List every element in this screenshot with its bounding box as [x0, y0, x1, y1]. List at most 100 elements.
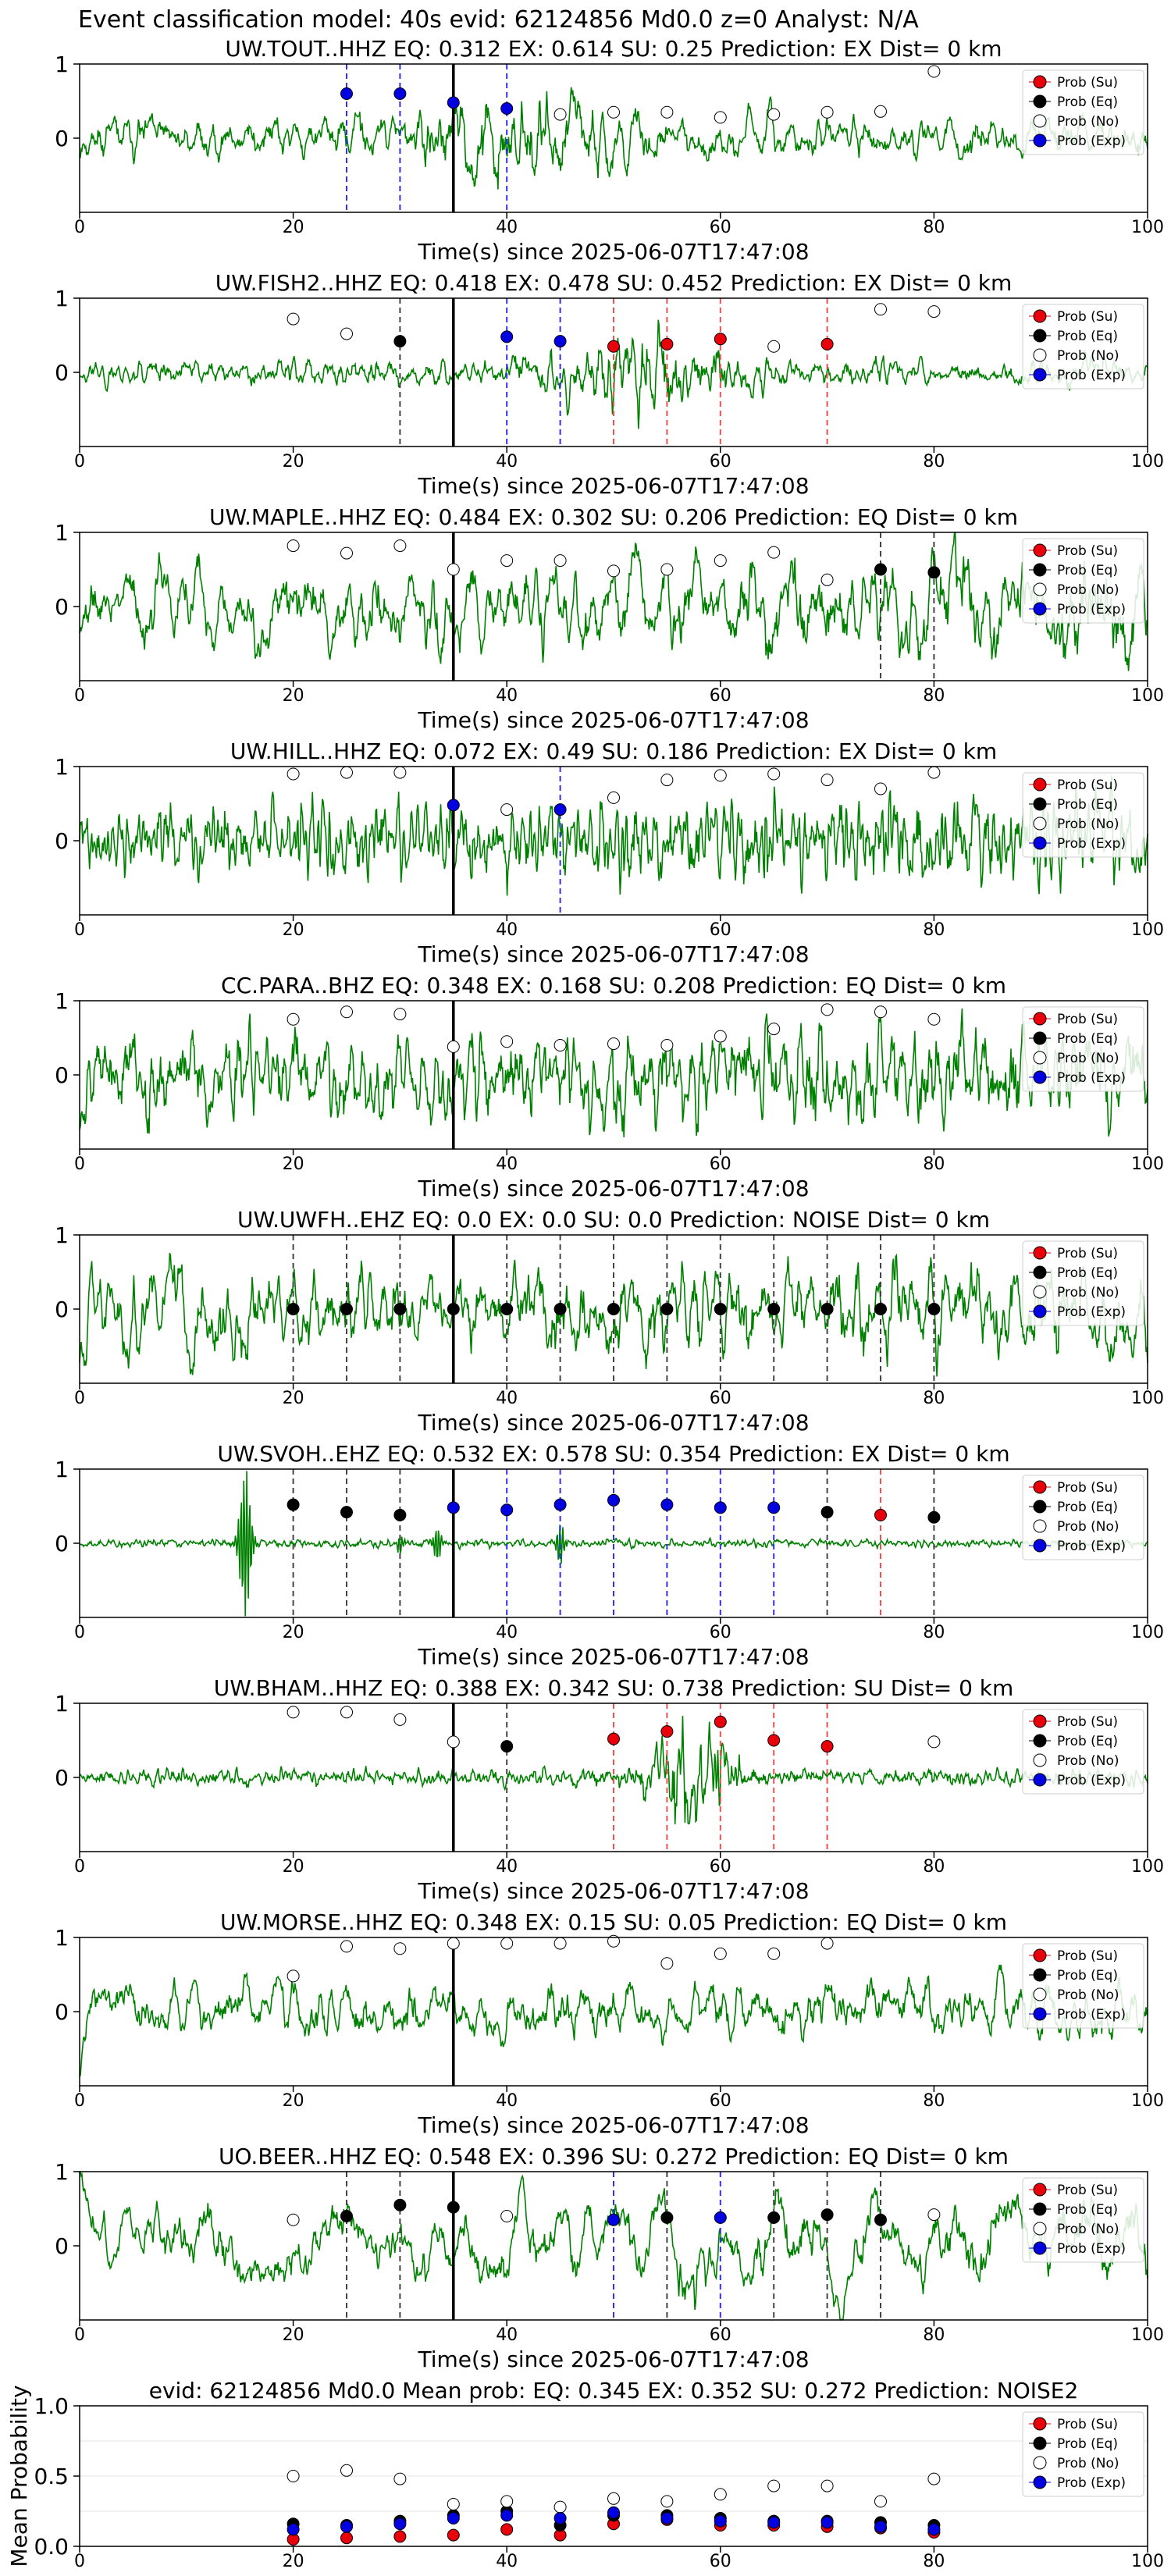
prob-marker	[447, 1937, 460, 1950]
prob-marker	[553, 1039, 567, 1051]
legend-label: Prob (Su)	[1057, 1246, 1118, 1261]
panel-title: UW.FISH2..HHZ EQ: 0.418 EX: 0.478 SU: 0.…	[215, 270, 1013, 296]
prob-marker	[393, 1008, 407, 1021]
mean-prob-marker	[874, 2495, 887, 2508]
panel-title: UW.BHAM..HHZ EQ: 0.388 EX: 0.342 SU: 0.7…	[214, 1675, 1014, 1701]
prob-marker	[767, 1734, 781, 1747]
xtick-label: 60	[710, 1623, 731, 1642]
prob-marker	[767, 767, 781, 781]
prob-marker	[714, 1030, 727, 1043]
xtick-label: 20	[283, 2552, 304, 2571]
xtick-label: 80	[923, 1155, 945, 1174]
xtick-label: 0	[74, 1623, 85, 1642]
legend-marker	[1033, 1539, 1047, 1553]
mean-prob-marker	[447, 2512, 460, 2524]
xtick-label: 100	[1131, 452, 1164, 471]
legend-label: Prob (No)	[1057, 817, 1119, 832]
legend-label: Prob (Eq)	[1057, 1265, 1118, 1281]
prob-marker	[820, 1003, 834, 1016]
prob-marker	[714, 111, 727, 124]
legend-marker	[1033, 329, 1047, 343]
prob-marker	[393, 335, 407, 348]
xtick-label: 40	[496, 2552, 518, 2571]
legend-marker	[1033, 1519, 1047, 1533]
prob-marker	[393, 1942, 407, 1955]
panel-10: UO.BEER..HHZ EQ: 0.548 EX: 0.396 SU: 0.2…	[55, 2144, 1164, 2372]
legend-marker	[1033, 2475, 1047, 2489]
prob-marker	[660, 1303, 674, 1315]
legend-label: Prob (No)	[1057, 114, 1119, 130]
legend-label: Prob (No)	[1057, 348, 1119, 364]
xaxis-label: Time(s) since 2025-06-07T17:47:08	[417, 1878, 809, 1904]
legend-marker	[1033, 133, 1047, 148]
prob-marker	[607, 1732, 620, 1745]
xtick-label: 100	[1131, 1857, 1164, 1877]
prob-marker	[287, 312, 300, 326]
prob-marker	[767, 108, 781, 121]
prob-marker	[874, 105, 887, 118]
mean-prob-marker	[714, 2488, 727, 2501]
prob-marker	[287, 1012, 300, 1026]
prob-marker	[393, 766, 407, 779]
legend-label: Prob (Exp)	[1057, 836, 1126, 852]
mean-prob-marker	[660, 2512, 674, 2524]
prob-marker	[767, 1303, 781, 1315]
panel-title: UW.MAPLE..HHZ EQ: 0.484 EX: 0.302 SU: 0.…	[209, 504, 1018, 530]
waveform-trace	[79, 532, 1148, 671]
prob-marker	[660, 2211, 674, 2224]
xtick-label: 80	[923, 452, 945, 471]
ytick-label: 0	[55, 360, 69, 386]
xtick-label: 100	[1131, 2091, 1164, 2111]
prob-marker	[714, 1501, 727, 1514]
legend-label: Prob (No)	[1057, 1051, 1119, 1066]
xtick-label: 80	[923, 920, 945, 940]
legend-label: Prob (Su)	[1057, 1948, 1118, 1964]
mean-prob-marker	[820, 2479, 834, 2492]
prob-marker	[927, 766, 941, 779]
xtick-label: 0	[74, 452, 85, 471]
xtick-label: 100	[1131, 218, 1164, 237]
legend-marker	[1033, 1304, 1047, 1318]
mean-prob-marker	[393, 2530, 407, 2543]
xtick-label: 0	[74, 1155, 85, 1174]
legend-label: Prob (Exp)	[1057, 1539, 1126, 1554]
prob-marker	[874, 1303, 887, 1315]
mean-prob-marker	[500, 2523, 514, 2536]
legend-label: Prob (No)	[1057, 582, 1119, 598]
xtick-label: 20	[283, 686, 304, 706]
prob-marker	[927, 1012, 941, 1026]
xtick-label: 80	[923, 1857, 945, 1877]
xtick-label: 20	[283, 1155, 304, 1174]
legend-marker	[1033, 602, 1047, 616]
legend-marker	[1033, 1948, 1047, 1962]
xtick-label: 20	[283, 452, 304, 471]
panel-title: UW.TOUT..HHZ EQ: 0.312 EX: 0.614 SU: 0.2…	[225, 36, 1002, 62]
prob-marker	[393, 539, 407, 553]
prob-marker	[714, 769, 727, 782]
xtick-label: 20	[283, 1389, 304, 1408]
xtick-label: 80	[923, 1389, 945, 1408]
legend-label: Prob (Su)	[1057, 1714, 1118, 1730]
legend-label: Prob (Su)	[1057, 2417, 1118, 2432]
panel-title: CC.PARA..BHZ EQ: 0.348 EX: 0.168 SU: 0.2…	[221, 973, 1006, 998]
legend-marker	[1033, 2456, 1047, 2470]
legend-label: Prob (No)	[1057, 1519, 1119, 1535]
prob-marker	[393, 1508, 407, 1521]
prob-marker	[340, 1506, 353, 1519]
panel-2: UW.FISH2..HHZ EQ: 0.418 EX: 0.478 SU: 0.…	[55, 270, 1164, 499]
prob-marker	[447, 1501, 460, 1514]
ytick-label: 0	[55, 594, 69, 620]
xtick-label: 80	[923, 218, 945, 237]
panel-6: UW.UWFH..EHZ EQ: 0.0 EX: 0.0 SU: 0.0 Pre…	[55, 1207, 1164, 1436]
mean-prob-marker	[607, 2506, 620, 2519]
prob-marker	[607, 2213, 620, 2226]
prob-marker	[340, 1706, 353, 1719]
legend-marker	[1033, 1265, 1047, 1279]
xtick-label: 80	[923, 2552, 945, 2571]
legend-marker	[1033, 1246, 1047, 1260]
ytick-label: 0.0	[34, 2534, 69, 2560]
xtick-label: 100	[1131, 2552, 1164, 2571]
xtick-label: 100	[1131, 1155, 1164, 1174]
xtick-label: 80	[923, 1623, 945, 1642]
prob-marker	[660, 774, 674, 787]
